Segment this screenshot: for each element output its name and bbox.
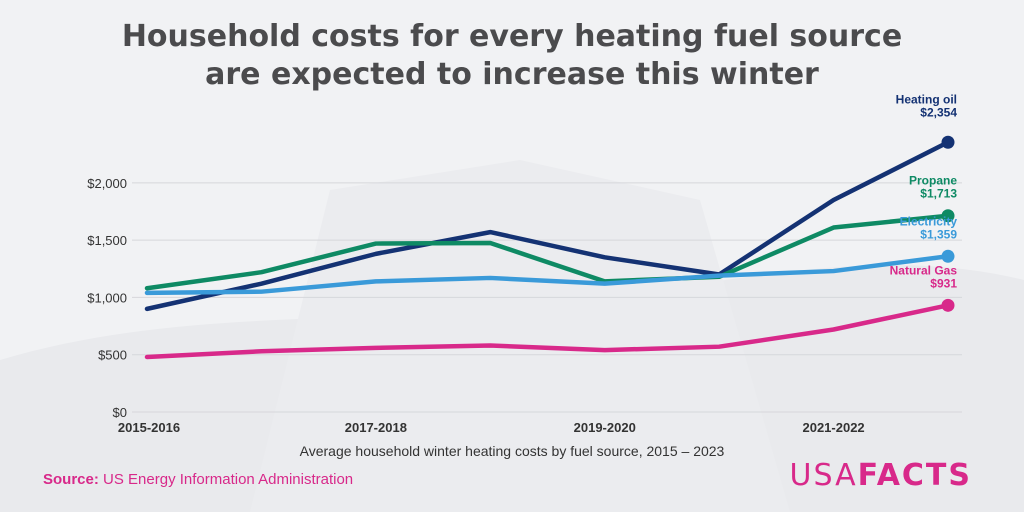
series-name-label: Propane	[909, 174, 957, 188]
series-line-electricity	[144, 254, 951, 296]
source-note: Source: US Energy Information Administra…	[43, 471, 353, 488]
grid-lines	[132, 182, 962, 413]
x-tick-label: 2019-2020	[574, 420, 636, 435]
x-axis-tick-labels: 2015-2016 2017-2018 2019-2020 2021-2022	[118, 420, 865, 435]
y-tick-label: $500	[98, 348, 127, 363]
series-name-label: Natural Gas	[890, 263, 958, 277]
series-line-natural-gas	[144, 303, 951, 360]
series-value-label: $2,354	[920, 105, 957, 119]
logo-part-facts: FACTS	[857, 458, 972, 493]
y-tick-label: $0	[113, 405, 127, 420]
y-axis-tick-labels: $0 $500 $1,000 $1,500 $2,000	[87, 176, 127, 420]
series-name-label: Electricity	[900, 214, 958, 228]
x-tick-label: 2021-2022	[802, 420, 864, 435]
series-end-labels: Heating oil$2,354 Propane$1,713 Electricit…	[890, 92, 958, 290]
series-value-label: $1,359	[920, 227, 957, 241]
y-tick-label: $1,500	[87, 233, 127, 248]
series-value-label: $1,713	[920, 187, 957, 201]
source-label: Source:	[43, 471, 99, 488]
series-name-label: Heating oil	[896, 92, 957, 106]
x-tick-label: 2015-2016	[118, 420, 180, 435]
series-lines	[144, 135, 955, 360]
x-tick-label: 2017-2018	[345, 420, 407, 435]
logo-part-usa: USA	[789, 458, 858, 493]
series-value-label: $931	[930, 276, 957, 290]
usafacts-logo: USAFACTS	[790, 458, 972, 493]
series-end-point	[941, 209, 955, 223]
y-tick-label: $2,000	[87, 176, 127, 191]
chart-title-line-2: are expected to increase this winter	[205, 57, 819, 92]
y-tick-label: $1,000	[87, 290, 127, 305]
chart-title: Household costs for every heating fuel s…	[0, 18, 1024, 94]
series-line-propane	[144, 213, 951, 291]
series-end-point	[941, 249, 955, 263]
source-text: US Energy Information Administration	[103, 471, 354, 488]
chart-title-line-1: Household costs for every heating fuel s…	[121, 19, 903, 54]
series-end-point	[941, 298, 955, 312]
series-line-heating-oil	[144, 140, 951, 312]
x-axis-label: Average household winter heating costs b…	[300, 443, 725, 459]
series-end-point	[941, 135, 955, 149]
